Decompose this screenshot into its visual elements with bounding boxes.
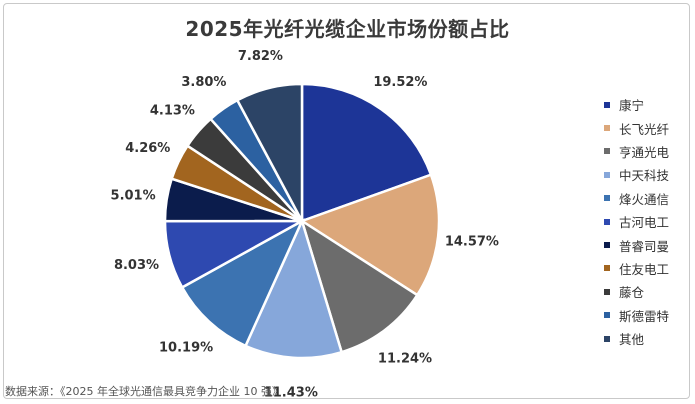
legend-swatch bbox=[604, 242, 610, 249]
legend-item: 住友电工 bbox=[604, 257, 669, 280]
slice-value-label: 19.52% bbox=[373, 75, 427, 90]
legend-label: 古河电工 bbox=[619, 215, 670, 231]
pie-slice bbox=[299, 218, 419, 354]
slice-value-label: 10.19% bbox=[159, 341, 213, 356]
legend-item: 斯德雷特 bbox=[604, 304, 669, 327]
legend-label: 其他 bbox=[619, 332, 645, 348]
chart-legend: 康宁长飞光纤亨通光电中天科技烽火通信古河电工普睿司曼住友电工藤仓斯德雷特其他 bbox=[604, 93, 669, 350]
legend-label: 斯德雷特 bbox=[619, 308, 670, 324]
legend-item: 普睿司曼 bbox=[604, 233, 669, 256]
legend-item: 烽火通信 bbox=[604, 187, 669, 210]
legend-item: 长飞光纤 bbox=[604, 116, 669, 139]
legend-swatch bbox=[604, 312, 610, 319]
legend-swatch bbox=[604, 171, 610, 178]
pie-slice bbox=[300, 82, 433, 223]
legend-label: 住友电工 bbox=[619, 261, 670, 277]
legend-swatch bbox=[604, 288, 610, 295]
chart-title: 2025年光纤光缆企业市场份额占比 bbox=[185, 17, 510, 41]
legend-item: 康宁 bbox=[604, 93, 669, 116]
legend-swatch bbox=[604, 265, 610, 272]
slice-value-label: 11.24% bbox=[378, 352, 432, 367]
slice-value-label: 11.43% bbox=[264, 386, 318, 401]
legend-swatch bbox=[604, 101, 610, 108]
legend-label: 长飞光纤 bbox=[619, 121, 670, 137]
legend-label: 烽火通信 bbox=[619, 191, 670, 207]
pie-slice bbox=[180, 218, 305, 348]
data-source-note: 数据来源：《2025 年全球光通信最具竞争力企业 10 强》 bbox=[5, 385, 283, 398]
legend-swatch bbox=[604, 195, 610, 202]
slice-value-label: 7.82% bbox=[238, 49, 283, 64]
legend-item: 古河电工 bbox=[604, 210, 669, 233]
legend-item: 亨通光电 bbox=[604, 140, 669, 163]
legend-swatch bbox=[604, 125, 610, 132]
slice-value-label: 8.03% bbox=[114, 258, 159, 273]
legend-label: 中天科技 bbox=[619, 168, 670, 184]
pie-slice bbox=[243, 217, 344, 360]
legend-swatch bbox=[604, 218, 610, 225]
legend-label: 康宁 bbox=[619, 98, 645, 114]
pie-slice bbox=[299, 173, 441, 297]
slice-value-label: 14.57% bbox=[445, 234, 499, 249]
slice-value-label: 4.26% bbox=[125, 141, 170, 156]
legend-item: 藤仓 bbox=[604, 280, 669, 303]
pie-slice bbox=[235, 82, 304, 222]
legend-swatch bbox=[604, 148, 610, 155]
legend-item: 中天科技 bbox=[604, 163, 669, 186]
slice-value-label: 3.80% bbox=[181, 75, 226, 90]
legend-label: 亨通光电 bbox=[619, 144, 670, 160]
legend-item: 其他 bbox=[604, 327, 669, 350]
slice-value-label: 4.13% bbox=[150, 103, 195, 118]
legend-label: 藤仓 bbox=[619, 285, 645, 301]
legend-label: 普睿司曼 bbox=[619, 238, 670, 254]
legend-swatch bbox=[604, 335, 610, 342]
slice-value-label: 5.01% bbox=[111, 188, 156, 203]
